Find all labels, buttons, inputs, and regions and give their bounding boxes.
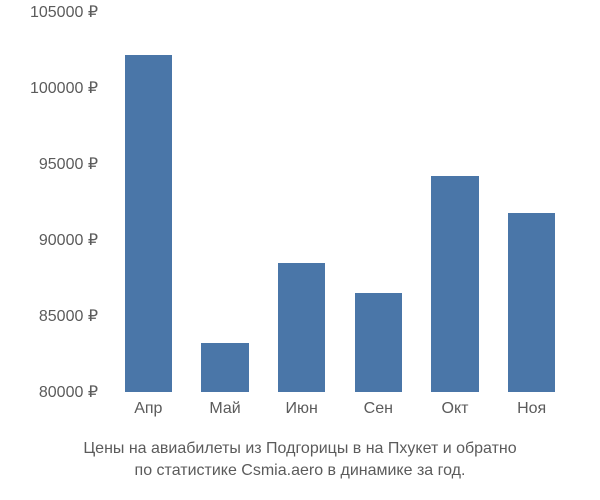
x-tick-label: Окт <box>442 400 469 418</box>
x-tick-label: Июн <box>285 400 317 418</box>
bar <box>125 55 173 392</box>
bar <box>431 176 479 392</box>
bar <box>355 293 403 392</box>
bar <box>508 213 556 392</box>
y-tick-label: 90000 ₽ <box>39 230 98 250</box>
price-chart: 80000 ₽ 85000 ₽ 90000 ₽ 95000 ₽ 100000 ₽ 1050… <box>0 0 600 500</box>
x-tick-label: Сен <box>364 400 393 418</box>
y-tick-label: 100000 ₽ <box>30 78 98 98</box>
caption-line-2: по статистике Csmia.aero в динамике за г… <box>135 462 466 479</box>
x-tick-label: Апр <box>134 400 162 418</box>
y-tick-label: 85000 ₽ <box>39 306 98 326</box>
y-tick-label: 95000 ₽ <box>39 154 98 174</box>
caption-line-1: Цены на авиабилеты из Подгорицы в на Пху… <box>83 440 516 457</box>
chart-caption: Цены на авиабилеты из Подгорицы в на Пху… <box>0 438 600 481</box>
x-tick-label: Ноя <box>517 400 546 418</box>
y-tick-label: 105000 ₽ <box>30 2 98 22</box>
bar <box>278 263 326 392</box>
plot-area <box>110 12 570 392</box>
bar <box>201 343 249 392</box>
x-tick-label: Май <box>209 400 240 418</box>
y-tick-label: 80000 ₽ <box>39 382 98 402</box>
